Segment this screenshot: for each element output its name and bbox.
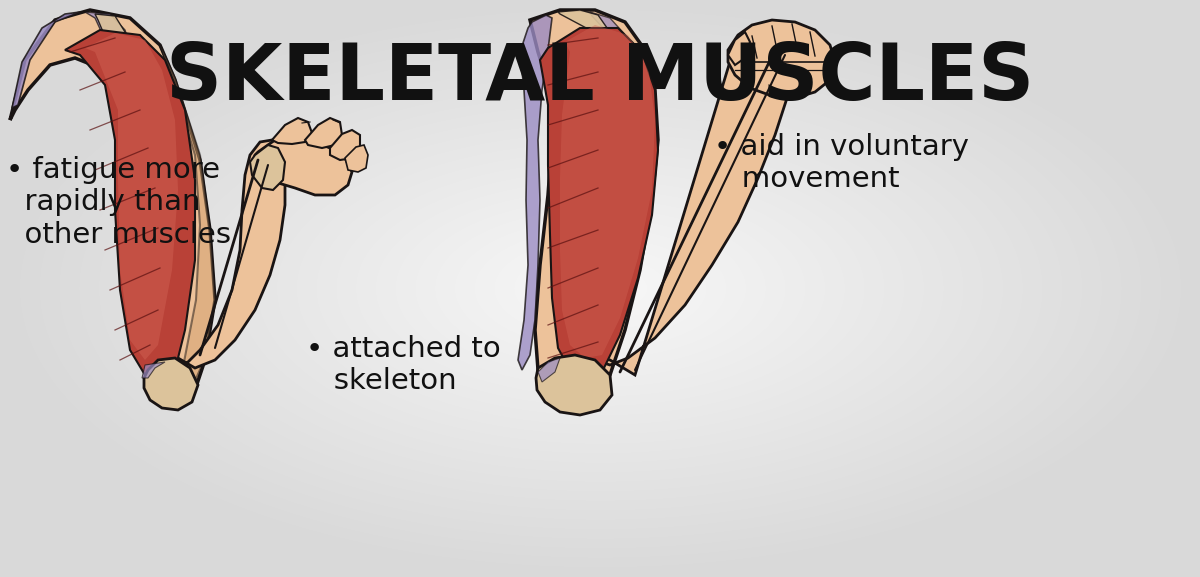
Polygon shape — [590, 12, 648, 290]
Polygon shape — [305, 118, 342, 148]
Polygon shape — [530, 10, 658, 408]
Polygon shape — [518, 15, 552, 370]
Polygon shape — [144, 358, 198, 410]
Polygon shape — [330, 130, 360, 160]
Text: • attached to
   skeleton: • attached to skeleton — [306, 335, 500, 395]
Text: SKELETAL MUSCLES: SKELETAL MUSCLES — [166, 40, 1034, 116]
Text: • fatigue more
  rapidly than
  other muscles: • fatigue more rapidly than other muscle… — [6, 156, 230, 249]
Polygon shape — [152, 358, 172, 382]
Polygon shape — [12, 12, 80, 108]
Polygon shape — [95, 14, 152, 310]
Polygon shape — [728, 20, 835, 98]
Polygon shape — [728, 32, 750, 65]
Polygon shape — [85, 12, 148, 200]
Polygon shape — [560, 25, 655, 358]
Polygon shape — [536, 355, 612, 415]
Polygon shape — [346, 145, 368, 172]
Polygon shape — [548, 42, 788, 380]
Polygon shape — [142, 362, 166, 378]
Polygon shape — [538, 358, 560, 382]
Polygon shape — [250, 145, 286, 190]
Polygon shape — [558, 10, 635, 290]
Text: • aid in voluntary
   movement: • aid in voluntary movement — [714, 133, 970, 193]
Polygon shape — [160, 45, 215, 400]
Polygon shape — [548, 358, 578, 388]
Polygon shape — [85, 33, 178, 360]
Polygon shape — [252, 138, 352, 195]
Polygon shape — [65, 30, 194, 385]
Polygon shape — [10, 10, 215, 400]
Polygon shape — [272, 118, 312, 144]
Polygon shape — [540, 28, 658, 380]
Polygon shape — [148, 140, 286, 382]
